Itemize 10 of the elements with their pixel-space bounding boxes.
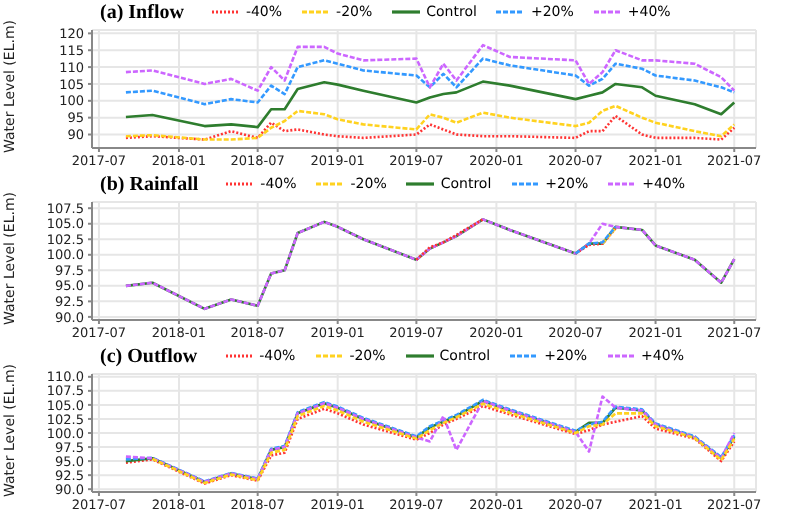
line-series [124, 104, 736, 141]
line-series [124, 43, 736, 92]
chart-title: (c) Outflow [100, 345, 198, 367]
line-series [124, 80, 736, 129]
line-series [124, 57, 736, 106]
chart-title: (b) Rainfall [100, 173, 199, 195]
line-series [574, 225, 617, 255]
line-series [124, 114, 736, 141]
chart-title: (a) Inflow [100, 1, 184, 23]
line-series [124, 218, 736, 311]
